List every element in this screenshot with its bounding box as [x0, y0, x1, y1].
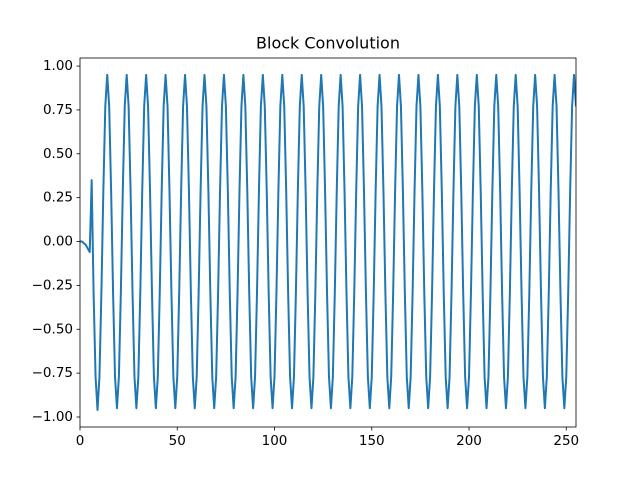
x-tick-label: 100	[262, 433, 288, 449]
chart-title: Block Convolution	[256, 34, 400, 53]
y-tick-label: −1.00	[32, 409, 73, 425]
y-tick-label: 0.00	[43, 234, 73, 250]
x-tick-label: 250	[553, 433, 579, 449]
x-tick-label: 50	[169, 433, 186, 449]
y-tick-label: −0.25	[32, 277, 73, 293]
y-tick-label: −0.75	[32, 365, 73, 381]
plot-frame	[79, 57, 577, 428]
line-series	[80, 73, 576, 411]
y-tick-label: 0.75	[43, 102, 73, 118]
x-tick-label: 150	[359, 433, 385, 449]
y-tick-label: 1.00	[43, 58, 73, 74]
y-tick-label: 0.50	[43, 146, 73, 162]
y-tick-label: −0.50	[32, 321, 73, 337]
x-tick-label: 200	[456, 433, 482, 449]
y-tick-label: 0.25	[43, 190, 73, 206]
x-tick-label: 0	[76, 433, 85, 449]
